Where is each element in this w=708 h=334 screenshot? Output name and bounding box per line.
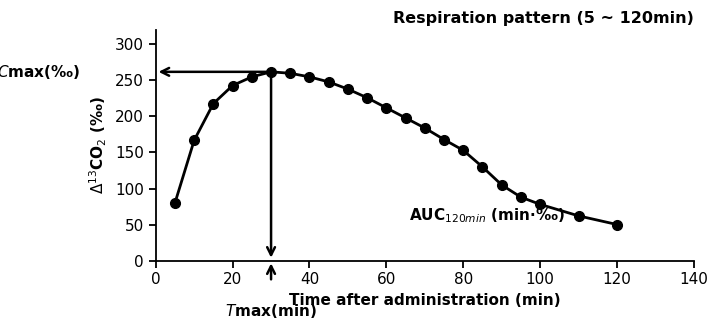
- Text: $\mathit{C}$max(‰): $\mathit{C}$max(‰): [0, 63, 81, 81]
- X-axis label: Time after administration (min): Time after administration (min): [289, 293, 561, 308]
- Text: AUC$_{120min}$ (min·‰): AUC$_{120min}$ (min·‰): [409, 206, 566, 224]
- Text: Respiration pattern (5 ~ 120min): Respiration pattern (5 ~ 120min): [393, 11, 694, 26]
- Y-axis label: $\Delta^{13}$CO$_2$ (‰): $\Delta^{13}$CO$_2$ (‰): [88, 96, 110, 194]
- Text: $\mathit{T}$max(min): $\mathit{T}$max(min): [225, 302, 317, 320]
